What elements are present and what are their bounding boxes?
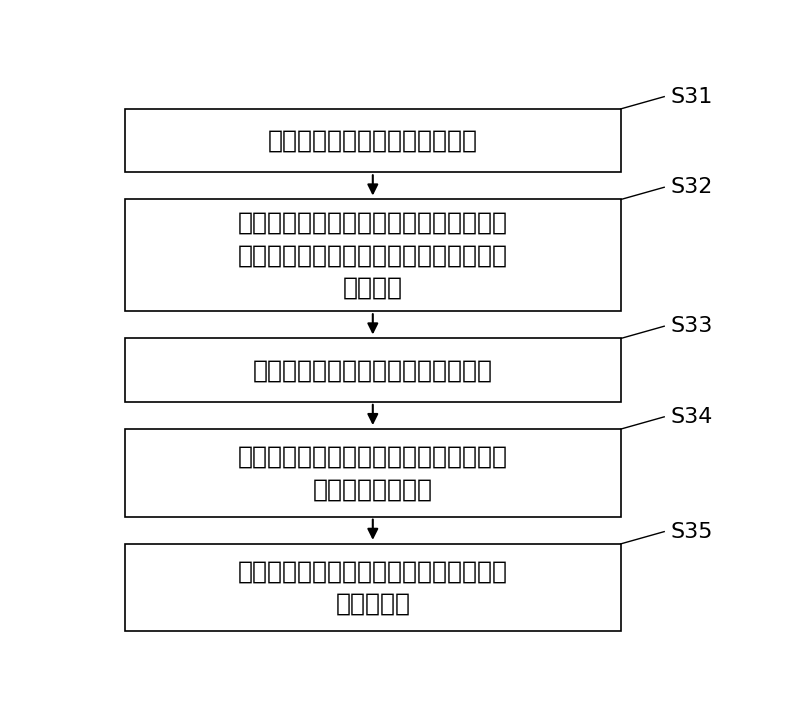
- Bar: [125, 544, 621, 632]
- Bar: [125, 429, 621, 517]
- Bar: [125, 199, 621, 311]
- Text: S33: S33: [670, 316, 713, 336]
- Text: S32: S32: [670, 178, 713, 197]
- Text: 对沉积后的生物相容性晶须进行煅烧，获
得生物相容性纸张: 对沉积后的生物相容性晶须进行煅烧，获 得生物相容性纸张: [238, 445, 508, 501]
- Text: S34: S34: [670, 406, 713, 427]
- Text: 对过滤后的生物相容性晶须进行沉积: 对过滤后的生物相容性晶须进行沉积: [253, 358, 493, 382]
- Text: 采用水热法获取生物相容性晶须: 采用水热法获取生物相容性晶须: [268, 129, 478, 152]
- Bar: [125, 339, 621, 402]
- Text: 在生物相容性纸张表面压合一层树脂，获
得介质基板: 在生物相容性纸张表面压合一层树脂，获 得介质基板: [238, 560, 508, 616]
- Text: S31: S31: [670, 87, 713, 107]
- Bar: [125, 109, 621, 173]
- Text: 在生物相容性晶须中加入水和弥散剂，对
生物相容性晶须进行清洗并过滤，去除表
面残留物: 在生物相容性晶须中加入水和弥散剂，对 生物相容性晶须进行清洗并过滤，去除表 面残…: [238, 211, 508, 300]
- Text: S35: S35: [670, 521, 713, 542]
